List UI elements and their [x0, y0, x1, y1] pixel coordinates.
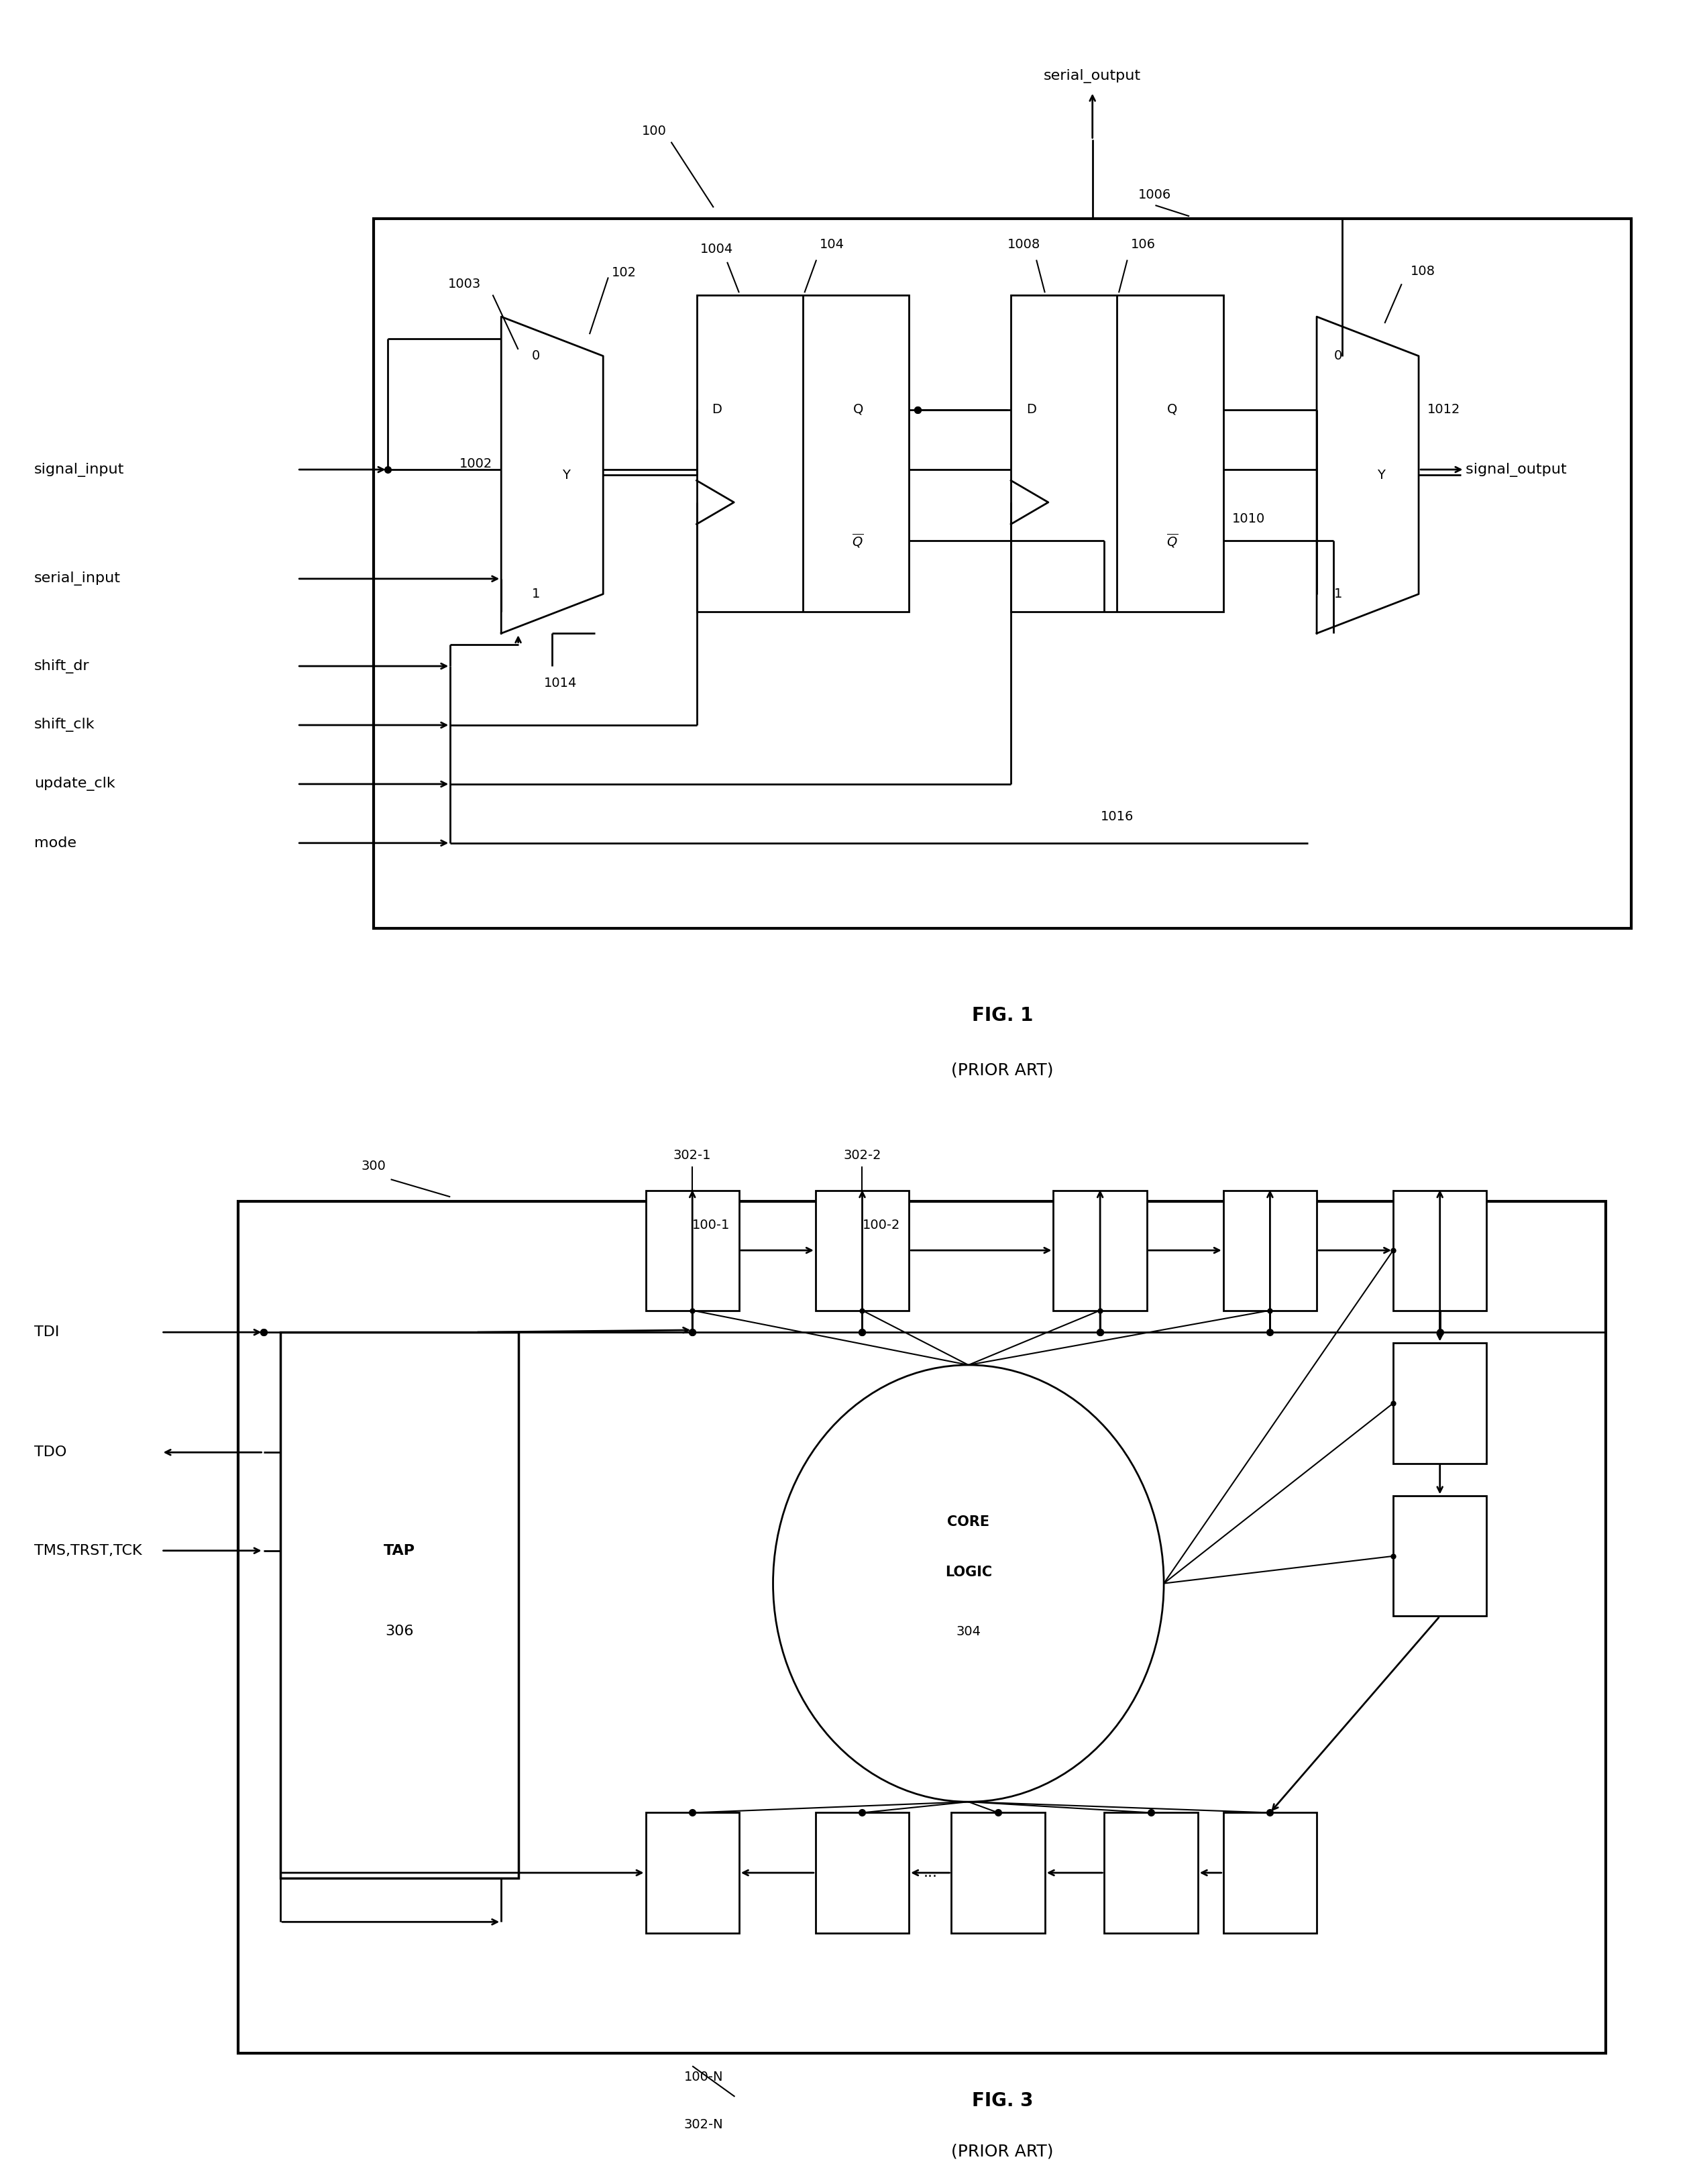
- Text: Q: Q: [853, 404, 863, 415]
- Text: 104: 104: [821, 238, 844, 251]
- Text: 100-2: 100-2: [861, 1219, 900, 1232]
- Bar: [816, 1813, 909, 1933]
- Text: mode: mode: [34, 836, 76, 850]
- Text: shift_dr: shift_dr: [34, 660, 90, 673]
- Text: 1002: 1002: [460, 459, 493, 470]
- Text: serial_input: serial_input: [34, 572, 121, 585]
- Bar: [646, 1190, 739, 1310]
- Bar: [238, 1201, 1606, 2053]
- Text: TAP: TAP: [384, 1544, 415, 1557]
- Text: Y: Y: [1378, 470, 1385, 480]
- Bar: [1223, 1813, 1317, 1933]
- Text: D: D: [712, 404, 722, 415]
- Bar: [1104, 1813, 1198, 1933]
- Text: 300: 300: [362, 1160, 386, 1173]
- Bar: [1011, 295, 1223, 612]
- Text: Y: Y: [562, 470, 569, 480]
- Bar: [697, 295, 909, 612]
- Text: 1006: 1006: [1138, 188, 1171, 201]
- Text: TDI: TDI: [34, 1326, 59, 1339]
- Bar: [951, 1813, 1045, 1933]
- Text: shift_clk: shift_clk: [34, 719, 95, 732]
- Text: 100-N: 100-N: [683, 2070, 724, 2084]
- Text: 304: 304: [957, 1625, 980, 1638]
- Text: 302-1: 302-1: [673, 1149, 712, 1162]
- Bar: [816, 1190, 909, 1310]
- Text: FIG. 3: FIG. 3: [972, 2092, 1033, 2110]
- Text: $\overline{Q}$: $\overline{Q}$: [1167, 533, 1177, 548]
- Text: 1008: 1008: [1008, 238, 1040, 251]
- Text: Q: Q: [1167, 404, 1177, 415]
- Polygon shape: [501, 317, 603, 633]
- Bar: [1223, 1190, 1317, 1310]
- Text: LOGIC: LOGIC: [945, 1566, 992, 1579]
- Bar: [374, 218, 1631, 928]
- Text: 102: 102: [612, 266, 637, 280]
- Text: FIG. 1: FIG. 1: [972, 1007, 1033, 1024]
- Text: 1004: 1004: [700, 242, 732, 256]
- Text: 302-2: 302-2: [843, 1149, 882, 1162]
- Text: 100-1: 100-1: [693, 1219, 731, 1232]
- Text: 0: 0: [1334, 349, 1342, 363]
- Text: signal_output: signal_output: [1461, 463, 1566, 476]
- Bar: [646, 1813, 739, 1933]
- Text: 1010: 1010: [1232, 513, 1264, 524]
- Text: 306: 306: [386, 1625, 413, 1638]
- Text: ...: ...: [923, 1865, 938, 1880]
- Text: TDO: TDO: [34, 1446, 66, 1459]
- Text: 1016: 1016: [1101, 810, 1133, 823]
- Text: 1003: 1003: [449, 277, 481, 290]
- Text: (PRIOR ART): (PRIOR ART): [951, 1061, 1053, 1079]
- Text: $\overline{Q}$: $\overline{Q}$: [853, 533, 863, 548]
- Bar: [1053, 1190, 1147, 1310]
- Text: (PRIOR ART): (PRIOR ART): [951, 2143, 1053, 2160]
- Text: 100: 100: [642, 124, 666, 138]
- Text: D: D: [1026, 404, 1036, 415]
- Text: signal_input: signal_input: [34, 463, 124, 476]
- Bar: [1393, 1496, 1487, 1616]
- Text: 1: 1: [1334, 587, 1342, 601]
- Bar: [1393, 1190, 1487, 1310]
- Text: CORE: CORE: [948, 1516, 989, 1529]
- Text: 0: 0: [532, 349, 540, 363]
- Ellipse shape: [773, 1365, 1164, 1802]
- Text: 1012: 1012: [1427, 404, 1459, 415]
- Text: 108: 108: [1410, 264, 1436, 277]
- Bar: [1393, 1343, 1487, 1463]
- Text: TMS,TRST,TCK: TMS,TRST,TCK: [34, 1544, 141, 1557]
- Polygon shape: [1317, 317, 1419, 633]
- Text: 302-N: 302-N: [683, 2118, 724, 2132]
- Text: 106: 106: [1132, 238, 1155, 251]
- Text: 1014: 1014: [544, 677, 576, 690]
- Text: serial_output: serial_output: [1043, 70, 1142, 83]
- Bar: [280, 1332, 518, 1878]
- Text: 1: 1: [532, 587, 540, 601]
- Text: update_clk: update_clk: [34, 778, 116, 791]
